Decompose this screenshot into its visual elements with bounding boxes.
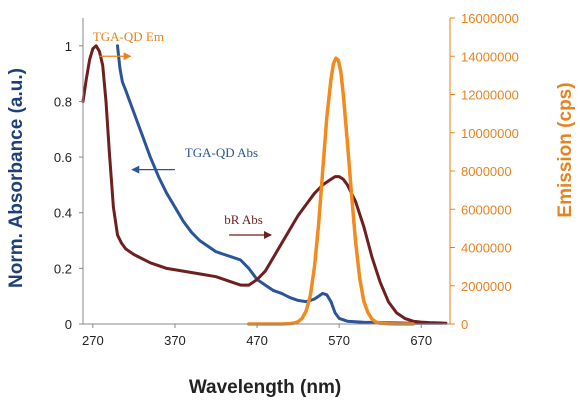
y-right-tick-label: 0 <box>461 317 468 332</box>
annotations-layer: TGA-QD Em TGA-QD Abs bR Abs <box>93 29 273 239</box>
y-left-tick-label: 0.4 <box>54 206 72 221</box>
y-right-tick-label: 12000000 <box>461 88 519 103</box>
series-line-br-abs <box>81 44 448 325</box>
y-left-axis-title: Norm. Absorbance (a.u.) <box>6 68 27 288</box>
y-left-axis-ticks: 0 0.2 0.4 0.6 0.8 1 <box>54 39 83 332</box>
y-right-tick-label: 14000000 <box>461 49 519 64</box>
y-left-tick-label: 1 <box>65 39 72 54</box>
y-right-axis-title: Emission (cps) <box>555 82 576 217</box>
x-tick-label: 670 <box>410 333 432 348</box>
series-line-tga-qd-abs <box>116 44 444 325</box>
x-axis-title: Wavelength (nm) <box>189 377 341 398</box>
y-right-tick-label: 2000000 <box>461 279 512 294</box>
annotation-label-tga-qd-em: TGA-QD Em <box>93 29 164 44</box>
y-right-tick-label: 10000000 <box>461 126 519 141</box>
series-line-tga-qd-em <box>247 56 415 326</box>
y-right-axis-ticks: 0 2000000 4000000 6000000 8000000 10000000 120… <box>450 11 519 332</box>
x-tick-label: 270 <box>82 333 104 348</box>
x-axis-ticks: 270 370 470 570 670 <box>82 324 432 348</box>
y-right-tick-label: 16000000 <box>461 11 519 26</box>
y-left-tick-label: 0.8 <box>54 94 72 109</box>
y-left-tick-label: 0.6 <box>54 150 72 165</box>
x-tick-label: 370 <box>164 333 186 348</box>
x-tick-label: 570 <box>328 333 350 348</box>
y-left-tick-label: 0.2 <box>54 261 72 276</box>
y-right-tick-label: 8000000 <box>461 164 512 179</box>
annotation-label-br-abs: bR Abs <box>224 212 263 227</box>
y-left-tick-label: 0 <box>65 317 72 332</box>
axes-layer <box>82 18 451 325</box>
y-right-tick-label: 4000000 <box>461 241 512 256</box>
y-right-tick-label: 6000000 <box>461 202 512 217</box>
series-layer <box>81 44 448 326</box>
x-tick-label: 470 <box>246 333 268 348</box>
annotation-label-tga-qd-abs: TGA-QD Abs <box>185 145 258 160</box>
